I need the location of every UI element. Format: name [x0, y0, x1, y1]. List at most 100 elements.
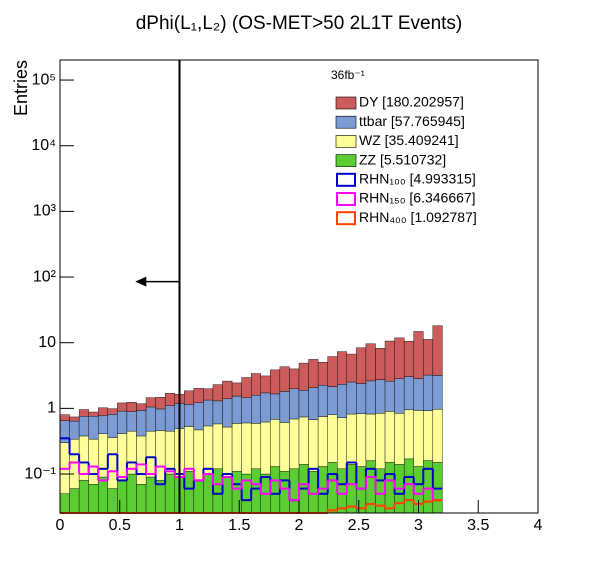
histogram-bar	[375, 413, 386, 470]
histogram-bar	[289, 418, 300, 470]
histogram-bar	[222, 398, 233, 428]
histogram-bar	[317, 466, 328, 514]
histogram-bar	[375, 348, 386, 380]
histogram-bar	[365, 413, 376, 461]
histogram-bar	[164, 405, 175, 432]
histogram-bar	[212, 384, 223, 402]
histogram-bar	[327, 386, 338, 415]
histogram-bar	[308, 359, 319, 388]
histogram-bar	[212, 400, 223, 425]
histogram-bar	[69, 488, 80, 514]
histogram-bar	[317, 416, 328, 467]
histogram-bar	[136, 403, 147, 411]
histogram-bar	[270, 466, 281, 514]
histogram-bar	[308, 387, 319, 420]
legend-label: WZ [35.409241]	[359, 132, 459, 148]
histogram-bar	[88, 411, 99, 417]
y-tick-label: 10²	[33, 268, 57, 285]
histogram-bar	[69, 416, 80, 422]
histogram-bar	[222, 380, 233, 399]
histogram-bar	[126, 430, 137, 475]
histogram-bar	[193, 402, 204, 431]
histogram-bar	[250, 468, 261, 514]
histogram-bar	[365, 343, 376, 382]
histogram-bar	[78, 409, 89, 417]
legend-swatch	[336, 211, 356, 226]
y-axis-label: Entries	[11, 60, 31, 116]
histogram-bar	[365, 380, 376, 415]
histogram-bar	[155, 396, 166, 410]
histogram-bar	[298, 362, 309, 391]
histogram-bar	[212, 423, 223, 470]
histogram-bar	[346, 413, 357, 465]
y-tick-label: 10⁴	[31, 137, 56, 154]
histogram-bar	[250, 373, 261, 396]
histogram-bar	[270, 369, 281, 395]
histogram-bar	[107, 408, 118, 415]
histogram-bar	[337, 351, 347, 385]
histogram-bar	[413, 331, 424, 379]
histogram-bar	[394, 337, 405, 379]
legend-swatch	[335, 115, 357, 129]
histogram-bar	[59, 420, 70, 443]
legend-swatch	[336, 172, 356, 187]
histogram-bar	[375, 379, 386, 414]
histogram-bar	[356, 347, 367, 384]
histogram-bar	[241, 397, 252, 424]
histogram-bar	[346, 381, 357, 415]
histogram-bar	[126, 473, 137, 514]
x-tick-label: 1	[175, 517, 184, 534]
histogram-bar	[384, 462, 395, 514]
histogram-bar	[203, 388, 214, 401]
histogram-bar	[212, 468, 223, 514]
legend-label: RHN₄₀₀ [1.092787]	[359, 209, 477, 225]
histogram-bar	[231, 395, 242, 424]
cut-arrow-head	[135, 276, 147, 287]
histogram-bar	[423, 374, 434, 411]
histogram-bar	[394, 413, 405, 465]
histogram-bar	[126, 402, 137, 412]
histogram-bar	[184, 426, 195, 472]
legend-swatch	[335, 96, 357, 110]
histogram-bar	[432, 409, 443, 463]
histogram-bar	[384, 380, 395, 412]
histogram-bar	[88, 438, 99, 485]
y-tick-label: 10	[38, 334, 56, 351]
histogram-bar	[59, 414, 70, 421]
histogram-bar	[250, 394, 261, 424]
histogram-bar	[413, 410, 424, 467]
x-tick-label: 3	[414, 517, 423, 534]
x-tick-label: 1.5	[228, 517, 250, 534]
histogram-bar	[98, 415, 108, 434]
histogram-bar	[356, 466, 367, 514]
histogram-bar	[384, 340, 395, 382]
y-tick-label: 1	[47, 400, 56, 417]
histogram-bar	[155, 480, 166, 514]
histogram-bar	[193, 429, 204, 481]
histogram-bar	[155, 430, 166, 481]
histogram-bar	[145, 397, 156, 408]
x-tick-label: 0	[56, 517, 65, 534]
x-tick-label: 2	[295, 517, 304, 534]
histogram-bar	[250, 423, 261, 470]
histogram-bar	[413, 378, 424, 411]
legend-label: RHN₁₀₀ [4.993315]	[359, 171, 476, 187]
histogram-bar	[88, 415, 99, 440]
x-tick-label: 4	[534, 517, 543, 534]
histogram-bar	[145, 406, 156, 432]
histogram-bar	[327, 462, 338, 514]
histogram-bar	[231, 423, 242, 472]
x-tick-label: 2.5	[348, 517, 370, 534]
histogram-bar	[337, 384, 347, 418]
histogram-bar	[298, 416, 309, 465]
histogram-bar	[260, 375, 271, 394]
histogram-bar	[279, 471, 290, 514]
legend-label: RHN₁₅₀ [6.346667]	[359, 190, 476, 206]
histogram-bar	[98, 407, 108, 417]
legend-label: ttbar [57.765945]	[359, 113, 465, 129]
histogram-bar	[136, 410, 147, 437]
histogram-bar	[337, 468, 347, 514]
histogram-bar	[260, 392, 271, 423]
histogram-bar	[145, 430, 156, 478]
